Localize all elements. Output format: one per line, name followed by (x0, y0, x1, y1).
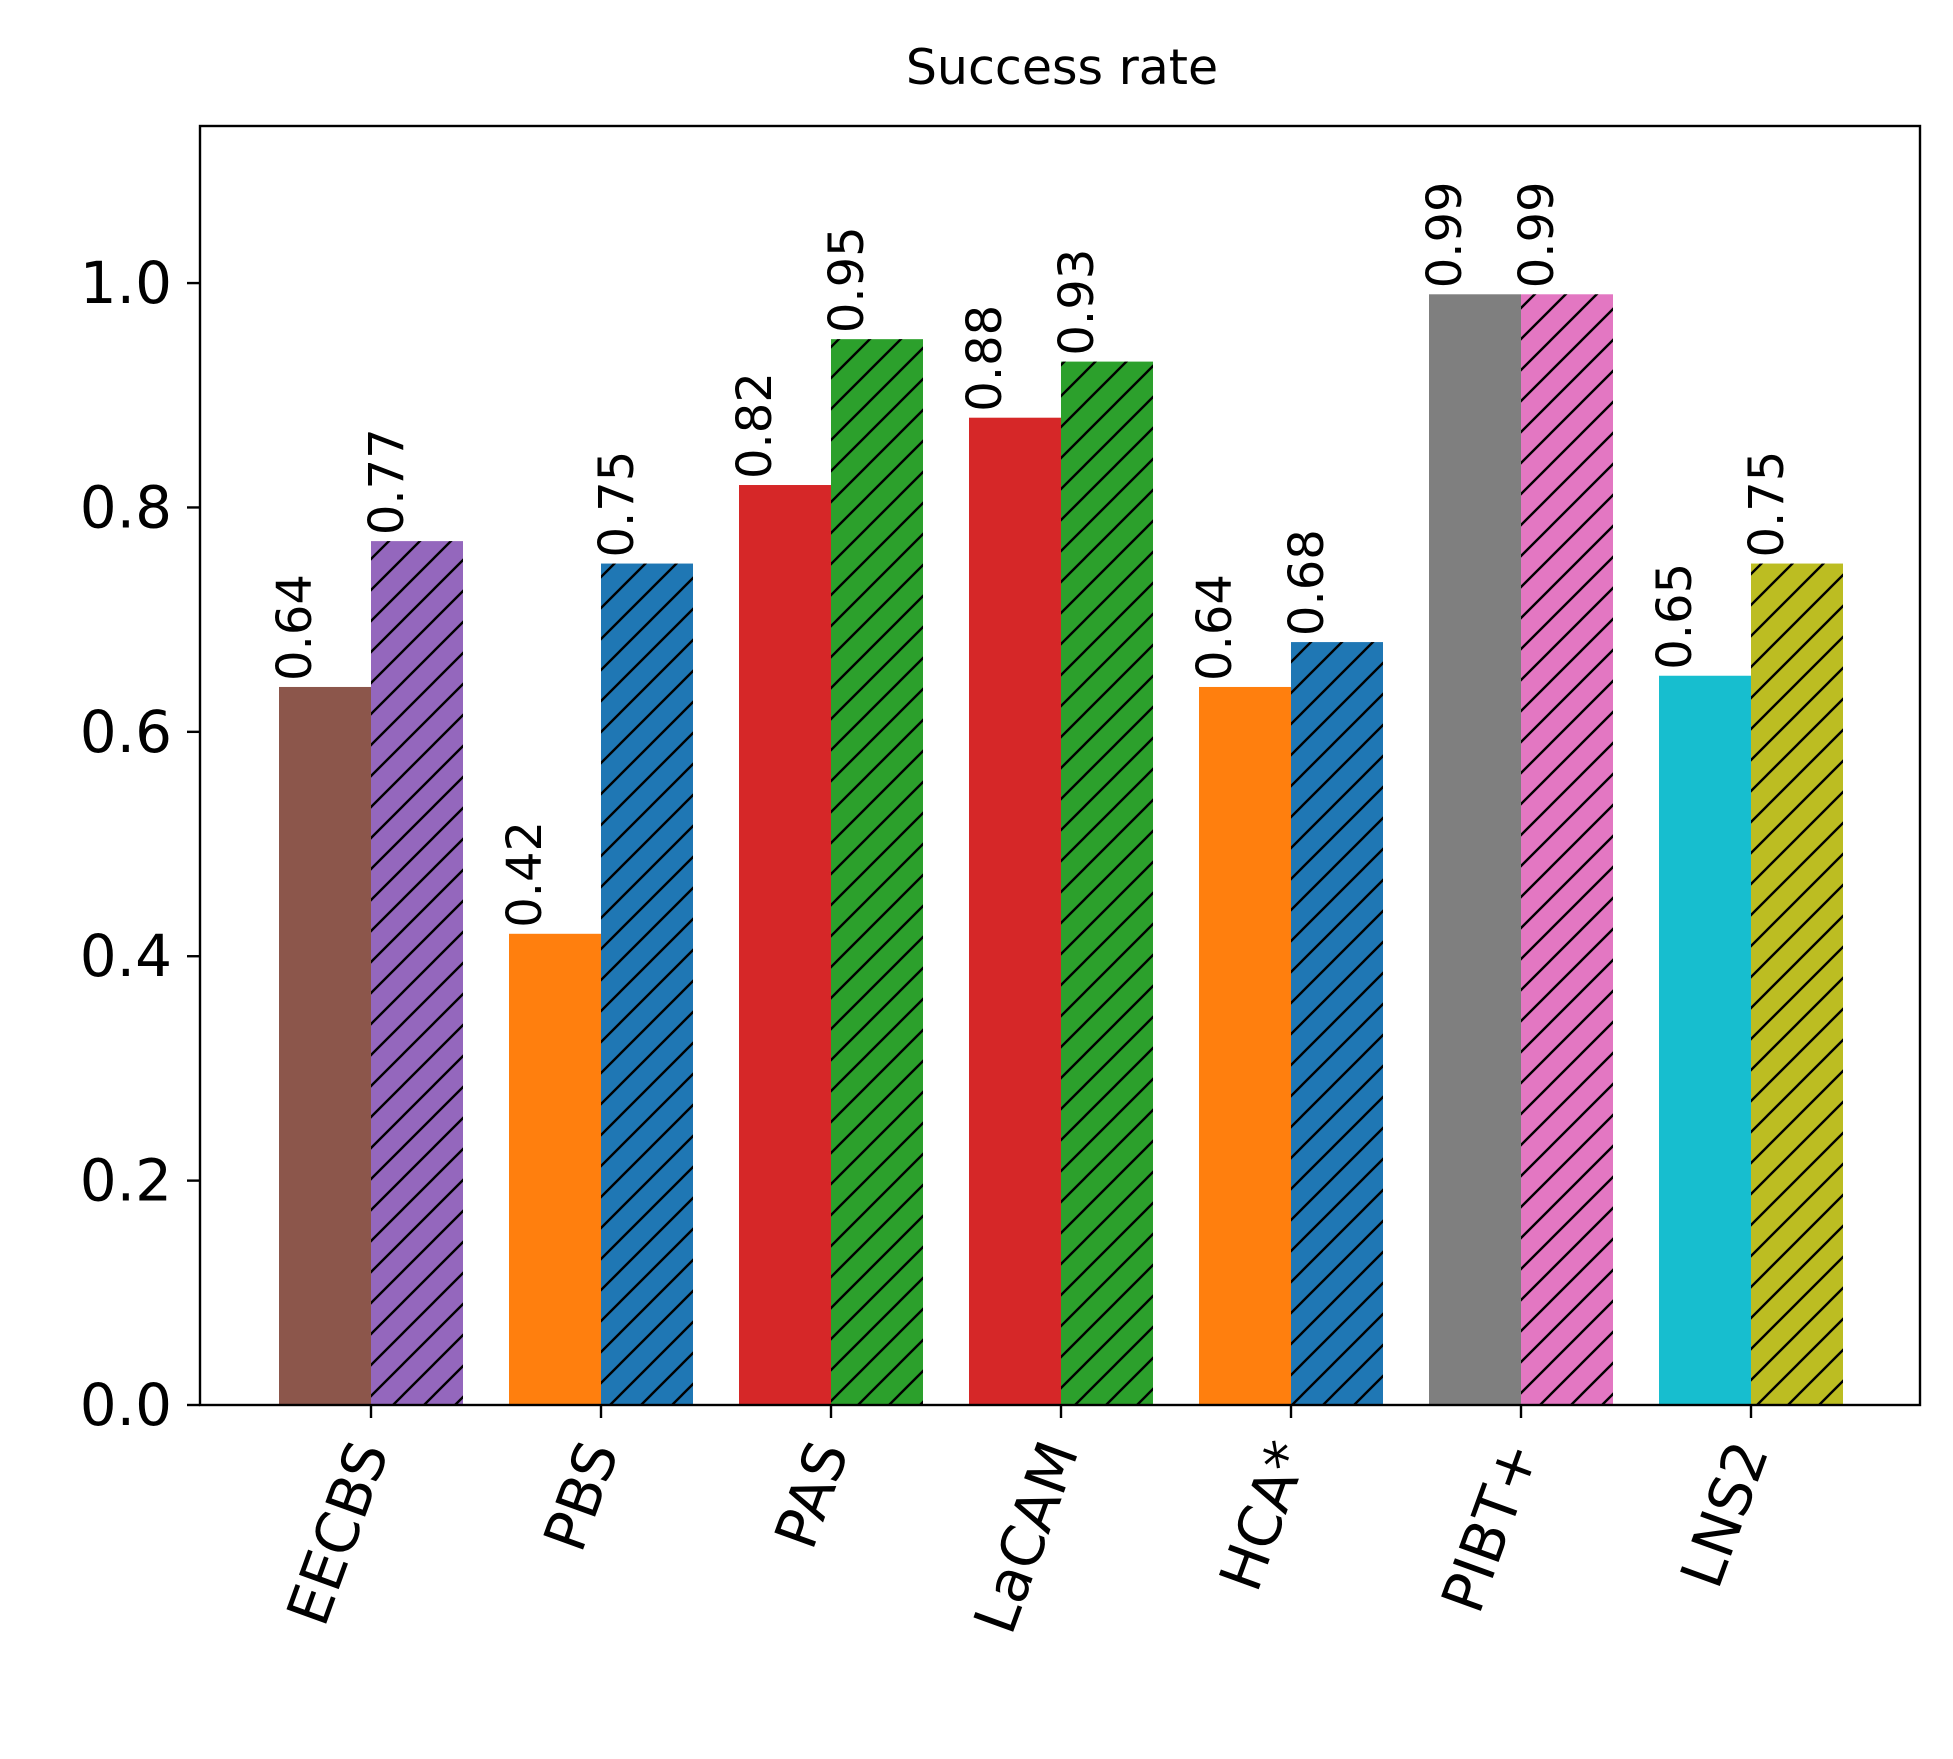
bar-eecbs-plain (279, 686, 371, 1405)
y-tick-label-1: 0.2 (80, 1147, 172, 1215)
bar-pibt-hatch-overlay (1521, 294, 1613, 1406)
value-label-lacam-hatched: 0.93 (1049, 249, 1105, 356)
value-label-hca-plain: 0.64 (1187, 574, 1243, 681)
value-label-pbs-plain: 0.42 (497, 821, 553, 928)
value-label-eecbs-hatched: 0.77 (359, 428, 415, 535)
y-tick-label-4: 0.8 (80, 473, 172, 541)
bar-hca-plain (1199, 686, 1291, 1405)
value-label-hca-hatched: 0.68 (1279, 529, 1335, 636)
value-label-eecbs-plain: 0.64 (267, 574, 323, 681)
bar-pas-plain (739, 485, 831, 1405)
value-label-lacam-plain: 0.88 (957, 305, 1013, 412)
bar-lns2-plain (1659, 675, 1751, 1405)
y-tick-label-2: 0.4 (80, 922, 172, 990)
bar-hca-hatch-overlay (1291, 642, 1383, 1405)
bar-eecbs-hatch-overlay (371, 541, 463, 1405)
value-label-lns2-plain: 0.65 (1647, 563, 1703, 670)
bar-lacam-hatch-overlay (1061, 361, 1153, 1406)
y-tick-label-3: 0.6 (80, 698, 172, 766)
value-label-pas-hatched: 0.95 (819, 226, 875, 333)
y-tick-label-5: 1.0 (80, 249, 172, 317)
value-label-pibt-hatched: 0.99 (1509, 181, 1565, 288)
bar-lns2-hatch-overlay (1751, 563, 1843, 1405)
bar-lacam-plain (969, 417, 1061, 1405)
bar-pbs-plain (509, 933, 601, 1405)
bar-pbs-hatch-overlay (601, 563, 693, 1405)
bar-pas-hatch-overlay (831, 339, 923, 1406)
value-label-pibt-plain: 0.99 (1417, 181, 1473, 288)
y-tick-label-0: 0.0 (80, 1371, 172, 1439)
value-label-lns2-hatched: 0.75 (1739, 451, 1795, 558)
value-label-pbs-hatched: 0.75 (589, 451, 645, 558)
plot-frame (198, 124, 1922, 1407)
chart-title: Success rate (906, 39, 1218, 96)
bar-pibt-plain (1429, 294, 1521, 1406)
value-label-pas-plain: 0.82 (727, 372, 783, 479)
